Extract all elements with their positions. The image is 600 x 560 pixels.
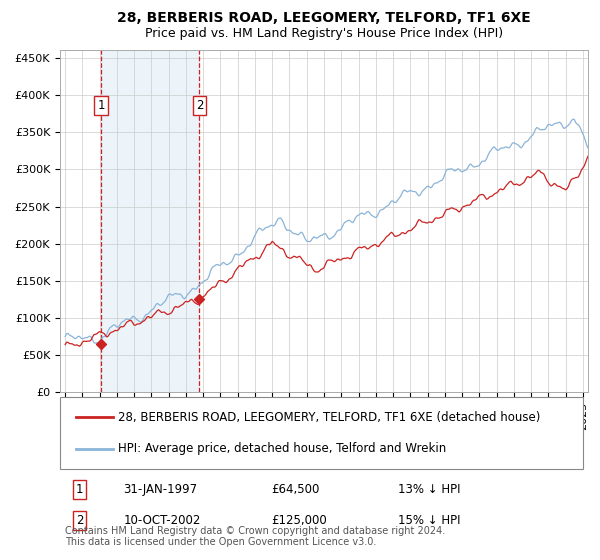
Text: 15% ↓ HPI: 15% ↓ HPI <box>398 514 460 527</box>
Text: £64,500: £64,500 <box>271 483 320 496</box>
Text: 1: 1 <box>76 483 83 496</box>
Text: 28, BERBERIS ROAD, LEEGOMERY, TELFORD, TF1 6XE (detached house): 28, BERBERIS ROAD, LEEGOMERY, TELFORD, T… <box>118 411 541 424</box>
Text: HPI: Average price, detached house, Telford and Wrekin: HPI: Average price, detached house, Telf… <box>118 442 446 455</box>
Text: 2: 2 <box>76 514 83 527</box>
FancyBboxPatch shape <box>60 397 583 469</box>
Text: Price paid vs. HM Land Registry's House Price Index (HPI): Price paid vs. HM Land Registry's House … <box>145 27 503 40</box>
Text: 31-JAN-1997: 31-JAN-1997 <box>124 483 197 496</box>
Text: 1: 1 <box>97 99 105 112</box>
Text: 28, BERBERIS ROAD, LEEGOMERY, TELFORD, TF1 6XE: 28, BERBERIS ROAD, LEEGOMERY, TELFORD, T… <box>117 11 531 25</box>
Text: 2: 2 <box>196 99 203 112</box>
Bar <box>101 50 199 393</box>
Text: 13% ↓ HPI: 13% ↓ HPI <box>398 483 460 496</box>
Text: Contains HM Land Registry data © Crown copyright and database right 2024.
This d: Contains HM Land Registry data © Crown c… <box>65 526 446 547</box>
Text: £125,000: £125,000 <box>271 514 327 527</box>
Text: 10-OCT-2002: 10-OCT-2002 <box>124 514 201 527</box>
